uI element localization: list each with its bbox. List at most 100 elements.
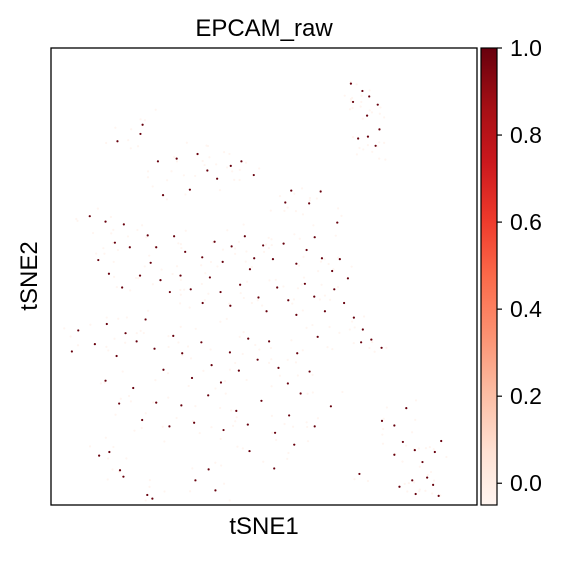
- cell-point-expressing: [253, 257, 256, 260]
- cell-point-expressing: [214, 489, 217, 492]
- cell-point-low: [152, 401, 155, 404]
- cell-point-expressing: [108, 450, 111, 454]
- cell-point-expressing: [93, 343, 96, 346]
- cell-point-expressing: [216, 177, 219, 180]
- cell-point-low: [366, 144, 370, 147]
- cell-point-expressing: [190, 376, 194, 380]
- cell-point-low: [348, 108, 352, 111]
- cell-point-low: [362, 315, 366, 318]
- cell-point-expressing: [98, 454, 101, 457]
- cell-point-low: [178, 302, 182, 305]
- cell-point-low: [103, 252, 106, 255]
- cell-point-low: [177, 341, 180, 344]
- cell-point-low: [376, 145, 379, 148]
- cell-point-low: [406, 490, 409, 493]
- cell-point-low: [222, 151, 226, 154]
- cell-point-low: [241, 352, 244, 356]
- cell-point-expressing: [115, 354, 118, 358]
- cell-point-expressing: [426, 476, 429, 479]
- cell-point-low: [181, 353, 184, 357]
- cell-point-expressing: [378, 128, 381, 131]
- cell-point-low: [110, 232, 113, 235]
- cell-point-expressing: [118, 469, 122, 472]
- y-axis-label: tSNE2: [16, 241, 43, 310]
- cell-point-expressing: [273, 431, 277, 434]
- cell-point-low: [293, 233, 296, 236]
- cell-point-low: [69, 335, 72, 338]
- cell-point-low: [154, 379, 157, 382]
- cell-point-expressing: [433, 450, 436, 454]
- cell-point-low: [105, 141, 108, 145]
- cell-point-expressing: [128, 246, 131, 249]
- cell-point-low: [202, 369, 205, 372]
- cell-point-low: [228, 368, 232, 371]
- cell-point-low: [211, 241, 215, 244]
- cell-point-low: [269, 209, 272, 212]
- cell-point-low: [401, 460, 404, 463]
- cell-point-expressing: [329, 405, 332, 408]
- cell-point-expressing: [308, 370, 311, 373]
- cell-point-low: [237, 240, 241, 243]
- cell-point-low: [117, 317, 120, 320]
- cell-point-low: [179, 243, 183, 246]
- cell-point-expressing: [257, 296, 260, 299]
- cell-point-low: [293, 192, 296, 195]
- cell-point-low: [103, 381, 106, 384]
- cell-point-expressing: [313, 236, 316, 239]
- cell-point-low: [306, 425, 309, 429]
- cell-point-expressing: [290, 189, 293, 192]
- cell-point-low: [126, 235, 130, 238]
- cell-point-low: [209, 260, 213, 264]
- cell-point-expressing: [256, 358, 259, 361]
- cell-point-expressing: [153, 347, 156, 350]
- cell-point-low: [267, 236, 270, 239]
- cell-point-low: [278, 374, 281, 377]
- cell-point-expressing: [346, 277, 350, 280]
- cell-point-low: [151, 283, 154, 286]
- cell-point-expressing: [105, 322, 108, 326]
- cell-point-low: [170, 170, 173, 173]
- cell-point-low: [414, 418, 417, 421]
- cell-point-low: [171, 272, 174, 276]
- cell-point-expressing: [189, 288, 192, 291]
- cell-point-low: [381, 433, 384, 436]
- cell-point-low: [368, 89, 371, 92]
- cell-point-low: [194, 327, 197, 330]
- cell-point-low: [311, 323, 314, 327]
- cell-point-low: [148, 254, 151, 257]
- cell-point-low: [114, 126, 117, 129]
- cell-point-expressing: [265, 310, 268, 313]
- cell-point-low: [200, 282, 203, 286]
- cell-point-expressing: [208, 276, 211, 279]
- cell-point-low: [336, 285, 340, 289]
- cell-point-low: [223, 379, 227, 383]
- cell-point-low: [129, 289, 132, 292]
- cell-point-low: [137, 277, 140, 280]
- cell-point-low: [301, 309, 304, 312]
- cell-point-low: [216, 265, 219, 268]
- cell-point-expressing: [351, 100, 355, 104]
- cell-point-low: [319, 260, 323, 263]
- cell-point-low: [175, 265, 179, 268]
- cell-point-expressing: [175, 157, 178, 160]
- cell-point-expressing: [70, 350, 73, 353]
- cell-point-expressing: [393, 453, 396, 456]
- cell-point-low: [312, 224, 315, 227]
- cell-point-low: [301, 349, 304, 352]
- cell-point-low: [381, 442, 385, 445]
- cell-point-low: [235, 416, 238, 419]
- cell-point-expressing: [139, 132, 142, 136]
- cell-point-low: [116, 248, 120, 252]
- cell-point-low: [88, 445, 92, 448]
- cell-point-low: [286, 358, 289, 361]
- cell-point-low: [360, 100, 363, 104]
- cell-point-expressing: [323, 310, 327, 313]
- cell-point-low: [424, 489, 427, 492]
- cell-point-low: [270, 238, 273, 241]
- cell-point-expressing: [201, 301, 204, 305]
- cell-point-low: [378, 141, 381, 144]
- cell-point-expressing: [168, 290, 171, 294]
- cell-point-expressing: [229, 304, 232, 307]
- cell-point-low: [144, 412, 147, 415]
